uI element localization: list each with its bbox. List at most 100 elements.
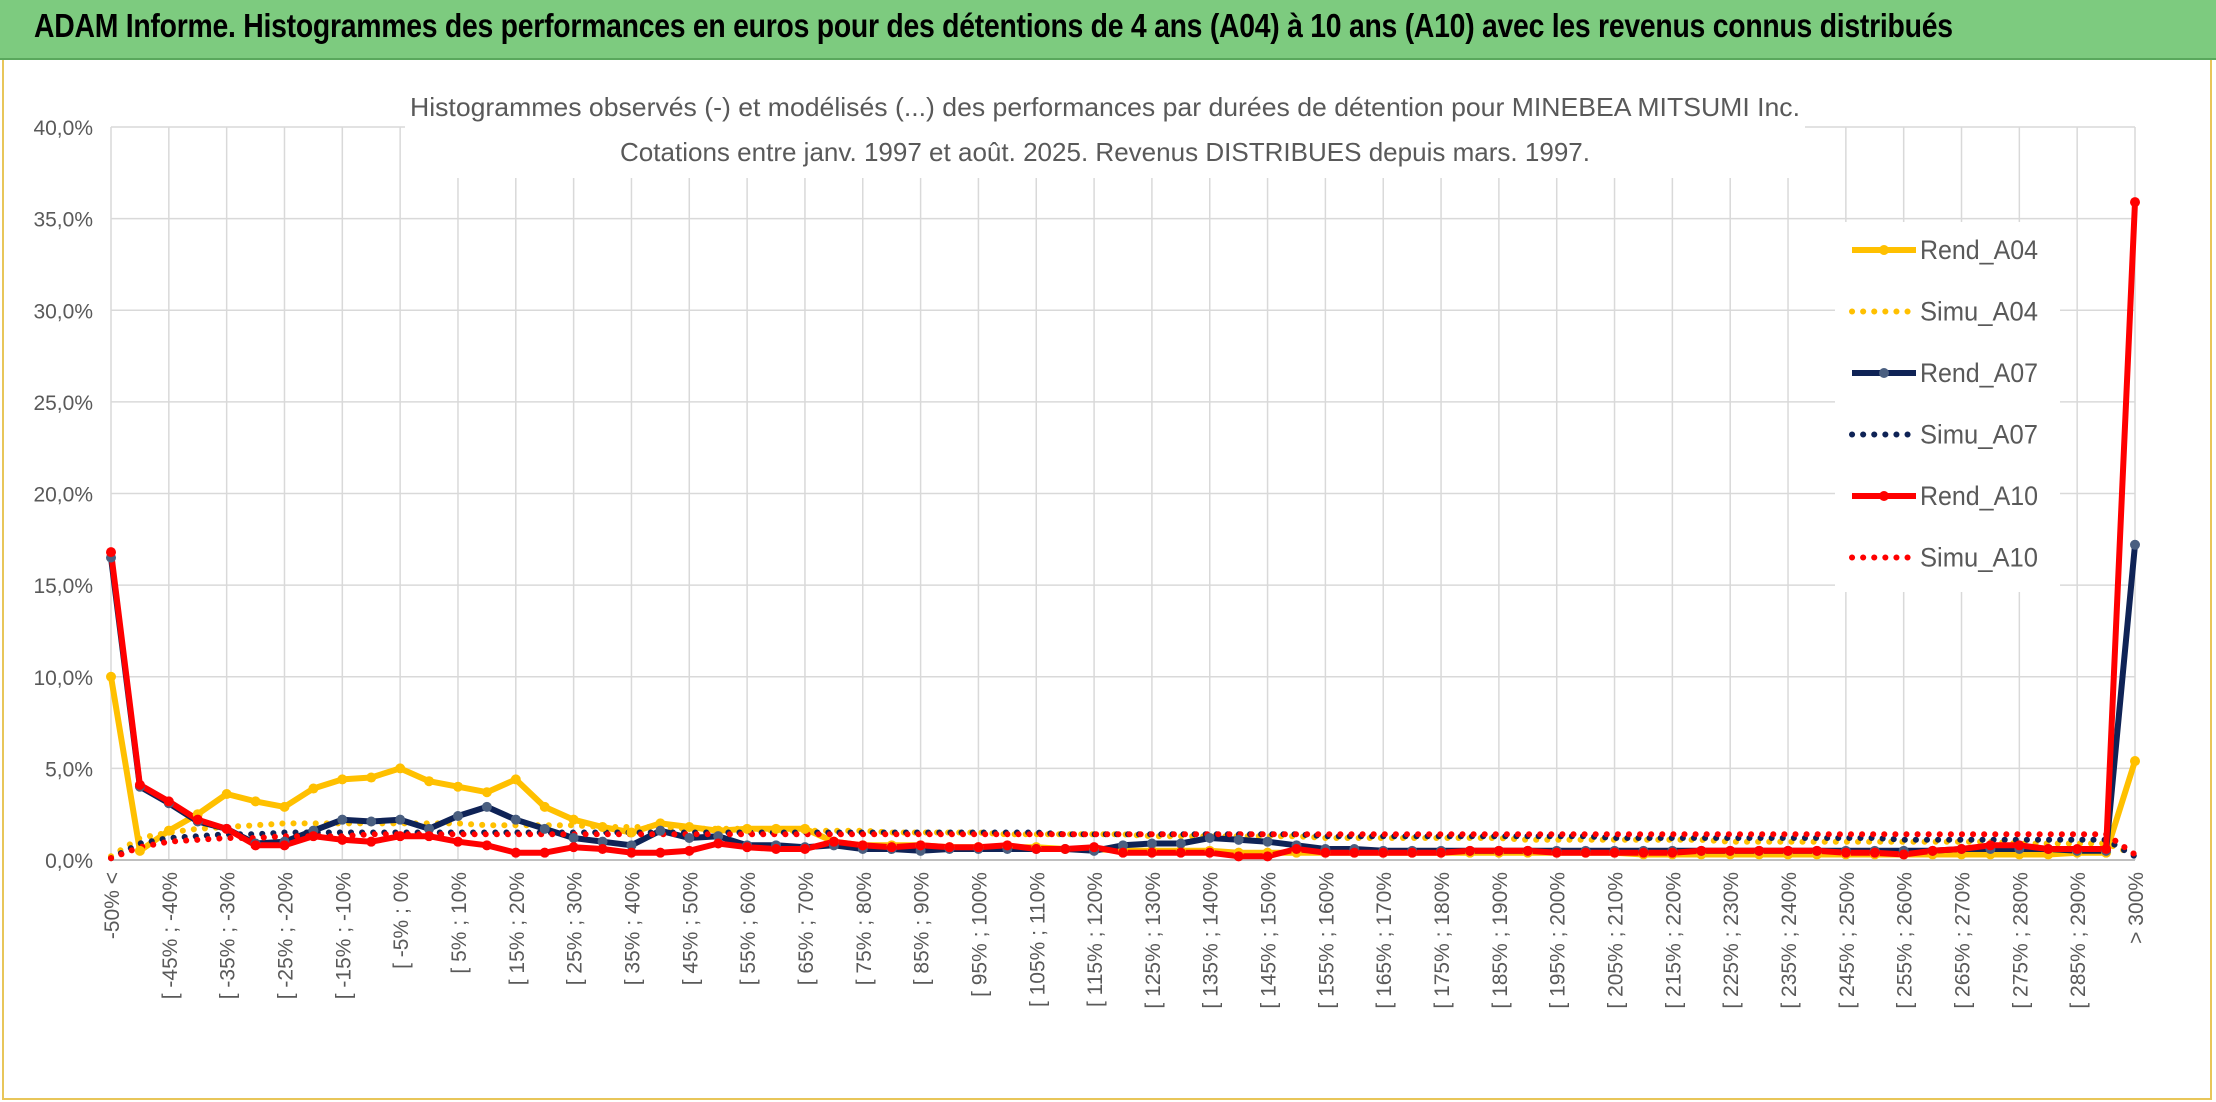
series-rend-a04-point bbox=[279, 801, 290, 812]
series-rend-a10-point bbox=[1754, 845, 1765, 856]
y-tick-label: 10,0% bbox=[33, 667, 93, 690]
series-rend-a10-point bbox=[1407, 847, 1418, 858]
series-rend-a10-point bbox=[1985, 840, 1996, 851]
series-rend-a07-line bbox=[108, 544, 2138, 854]
series-rend-a10-point bbox=[973, 842, 984, 853]
series-rend-a10-point bbox=[192, 814, 203, 825]
x-tick-label: [ 285% ; 290% bbox=[2067, 872, 2090, 1009]
chart-frame bbox=[2, 60, 2212, 1100]
x-tick-label: [ 265% ; 270% bbox=[1952, 872, 1975, 1009]
series-simu-a10-line bbox=[108, 831, 2138, 862]
series-rend-a10-point bbox=[626, 847, 637, 858]
series-rend-a07-point bbox=[539, 823, 550, 834]
x-tick-label: [ 205% ; 210% bbox=[1605, 872, 1628, 1009]
page-title: ADAM Informe. Histogrammes des performan… bbox=[34, 7, 1953, 44]
series-rend-a10-point bbox=[1204, 847, 1215, 858]
chart-title: Histogrammes observés (-) et modélisés (… bbox=[410, 92, 1800, 122]
legend-rend-a10-marker bbox=[1879, 491, 1889, 501]
series-rend-a07-point bbox=[1204, 833, 1215, 844]
legend-simu-a10-label: Simu_A10 bbox=[1920, 543, 2038, 573]
x-tick-label: [ 45% ; 50% bbox=[679, 872, 702, 985]
series-rend-a10-point bbox=[915, 840, 926, 851]
series-rend-a04-point bbox=[2130, 756, 2140, 767]
series-rend-a10-point bbox=[424, 831, 435, 842]
series-rend-a10-point bbox=[1667, 847, 1678, 858]
series-rend-a10-point bbox=[510, 847, 521, 858]
x-tick-label: [ 125% ; 130% bbox=[1142, 872, 1165, 1009]
series-rend-a10-point bbox=[886, 842, 897, 853]
x-tick-label: [ -5% ; 0% bbox=[390, 872, 413, 969]
series-rend-a04-point bbox=[424, 776, 435, 787]
series-rend-a10-point bbox=[395, 831, 406, 842]
series-rend-a07-point bbox=[655, 825, 666, 836]
series-rend-a04-point bbox=[452, 781, 463, 792]
header-banner: ADAM Informe. Histogrammes des performan… bbox=[0, 0, 2216, 60]
series-rend-a10-point bbox=[1638, 847, 1649, 858]
series-rend-a10-point bbox=[250, 840, 261, 851]
series-rend-a07-point bbox=[1262, 836, 1273, 847]
series-rend-a10-point bbox=[857, 840, 868, 851]
legend-simu-a07-label: Simu_A07 bbox=[1920, 420, 2038, 450]
x-tick-label: [ 275% ; 280% bbox=[2009, 872, 2032, 1009]
series-rend-a07-point bbox=[337, 814, 348, 825]
series-rend-a04-point bbox=[771, 823, 782, 834]
series-rend-a07-point bbox=[1118, 840, 1128, 851]
x-tick-label: [ 55% ; 60% bbox=[737, 872, 760, 985]
series-rend-a10-point bbox=[1031, 844, 1042, 855]
series-rend-a04-point bbox=[221, 789, 232, 800]
series-rend-a10-point bbox=[828, 836, 839, 847]
series-rend-a04-point bbox=[799, 823, 810, 834]
legend-simu-a04-label: Simu_A04 bbox=[1920, 297, 2038, 327]
series-rend-a10-point bbox=[452, 836, 463, 847]
series-rend-a04-point bbox=[134, 845, 145, 856]
x-tick-label: [ 165% ; 170% bbox=[1373, 872, 1396, 1009]
title-backdrop bbox=[405, 82, 1805, 178]
x-axis: -50% < [ -45% ; -40% [ -35% ; -30% [ -25% ;… bbox=[101, 859, 2148, 1009]
series-rend-a04-point bbox=[684, 822, 695, 833]
series-rend-a10-point bbox=[1146, 847, 1157, 858]
x-tick-label: [ 65% ; 70% bbox=[795, 872, 818, 985]
series-rend-a10-point bbox=[1898, 849, 1909, 860]
series-rend-a10-point bbox=[539, 847, 550, 858]
series-rend-a07-point bbox=[424, 823, 435, 834]
series-rend-a07-point bbox=[684, 833, 695, 844]
y-tick-label: 35,0% bbox=[33, 209, 93, 232]
x-tick-label: [ 255% ; 260% bbox=[1894, 872, 1917, 1009]
series-rend-a07-point bbox=[510, 814, 521, 825]
series-rend-a10-point bbox=[655, 847, 666, 858]
series-rend-a10-point bbox=[106, 547, 116, 558]
x-tick-label: > 300% bbox=[2125, 872, 2148, 944]
series-rend-a10-point bbox=[1060, 844, 1071, 855]
series-rend-a10-point bbox=[944, 842, 955, 853]
x-tick-label: [ 115% ; 120% bbox=[1084, 872, 1107, 1007]
series-rend-a10-point bbox=[481, 840, 492, 851]
series-rend-a04-point bbox=[626, 827, 637, 838]
series-rend-a07-point bbox=[1233, 834, 1244, 845]
x-tick-label: [ 245% ; 250% bbox=[1836, 872, 1859, 1009]
x-tick-label: [ 35% ; 40% bbox=[621, 872, 644, 985]
series-rend-a10-line bbox=[108, 201, 2138, 860]
series-rend-a10-point bbox=[1811, 845, 1822, 856]
series-rend-a07-point bbox=[1175, 838, 1186, 849]
chart-subtitle: Cotations entre janv. 1997 et août. 2025… bbox=[620, 137, 1590, 167]
y-tick-label: 40,0% bbox=[33, 117, 93, 140]
series-rend-a10-point bbox=[1291, 844, 1302, 855]
series-rend-a10-point bbox=[1609, 847, 1620, 858]
series-rend-a10-point bbox=[2130, 197, 2140, 208]
legend: Rend_A04 Simu_A04 Rend_A07 Simu_A07 Rend_A10… bbox=[1835, 222, 2060, 592]
x-tick-label: [ 195% ; 200% bbox=[1547, 872, 1570, 1009]
x-tick-label: [ 105% ; 110% bbox=[1026, 872, 1049, 1007]
series-rend-a04-point bbox=[539, 801, 550, 812]
x-tick-label: [ 215% ; 220% bbox=[1662, 872, 1685, 1009]
series-rend-a07-point bbox=[597, 836, 608, 847]
series-rend-a10-point bbox=[1464, 845, 1475, 856]
x-tick-label: [ 235% ; 240% bbox=[1778, 872, 1801, 1009]
series-rend-a04-point bbox=[395, 763, 406, 774]
x-tick-label: [ -15% ; -10% bbox=[332, 872, 355, 999]
x-tick-label: [ 15% ; 20% bbox=[506, 872, 529, 985]
x-tick-label: [ 185% ; 190% bbox=[1489, 872, 1512, 1009]
series-rend-a07-point bbox=[1146, 838, 1157, 849]
series-rend-a07-point bbox=[568, 833, 579, 844]
series-rend-a04-point bbox=[742, 823, 753, 834]
series-rend-a10-point bbox=[1262, 851, 1273, 862]
